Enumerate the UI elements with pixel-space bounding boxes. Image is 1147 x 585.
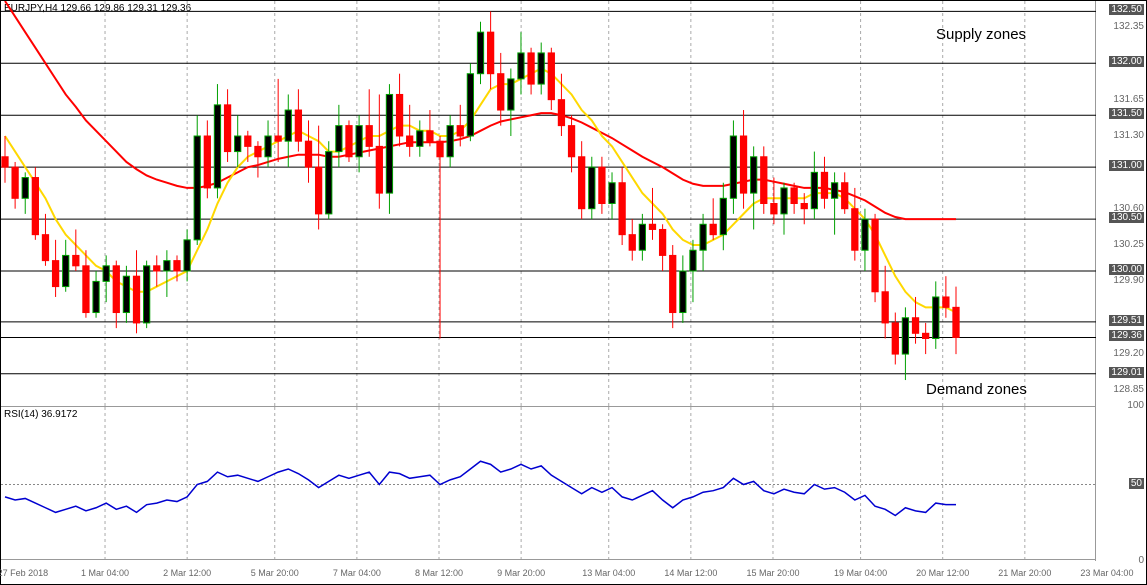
y-axis-rsi: 050100 <box>1094 406 1146 561</box>
rsi-panel[interactable] <box>1 406 1096 561</box>
y-tick: 129.90 <box>1096 275 1144 286</box>
x-tick: 9 Mar 20:00 <box>497 568 545 578</box>
rsi-tick: 50 <box>1129 478 1144 489</box>
y-tick-level: 131.50 <box>1109 108 1144 119</box>
y-tick: 131.30 <box>1096 130 1144 141</box>
x-tick: 19 Mar 04:00 <box>834 568 887 578</box>
annotation-text: Demand zones <box>926 381 1027 398</box>
y-tick-level: 132.00 <box>1109 56 1144 67</box>
y-tick: 128.85 <box>1096 384 1144 395</box>
x-tick: 14 Mar 12:00 <box>664 568 717 578</box>
x-tick: 7 Mar 04:00 <box>333 568 381 578</box>
rsi-canvas <box>1 407 1096 562</box>
y-tick-level: 131.00 <box>1109 160 1144 171</box>
y-tick-level: 130.00 <box>1109 264 1144 275</box>
annotation-text: Supply zones <box>936 26 1026 43</box>
x-tick: 5 Mar 20:00 <box>251 568 299 578</box>
y-tick: 129.20 <box>1096 348 1144 359</box>
y-tick: 131.65 <box>1096 94 1144 105</box>
rsi-tick: 0 <box>1096 555 1144 566</box>
rsi-title: RSI(14) 36.9172 <box>4 409 77 420</box>
x-tick: 23 Mar 04:00 <box>1080 568 1133 578</box>
x-tick: 1 Mar 04:00 <box>81 568 129 578</box>
y-axis-price: 132.35131.65131.30130.60130.25129.90129.… <box>1094 1 1146 406</box>
price-panel[interactable]: Supply zones Demand zones <box>1 1 1096 406</box>
y-tick: 132.35 <box>1096 21 1144 32</box>
x-tick: 20 Mar 12:00 <box>916 568 969 578</box>
y-tick-level: 129.01 <box>1109 367 1144 378</box>
x-tick: 15 Mar 20:00 <box>746 568 799 578</box>
y-tick-level: 130.50 <box>1109 212 1144 223</box>
y-tick-level: 132.50 <box>1109 4 1144 15</box>
x-tick: 8 Mar 12:00 <box>415 568 463 578</box>
time-axis: 27 Feb 2018 1 Mar 04:00 2 Mar 12:00 5 Mar 2… <box>1 559 1096 584</box>
chart-container: EURJPY,H4 129.66 129.86 129.31 129.36 Su… <box>0 0 1147 585</box>
x-tick: 13 Mar 04:00 <box>582 568 635 578</box>
x-tick: 2 Mar 12:00 <box>163 568 211 578</box>
price-canvas <box>1 1 1096 406</box>
rsi-tick: 100 <box>1096 400 1144 411</box>
y-tick: 130.25 <box>1096 239 1144 250</box>
x-tick: 27 Feb 2018 <box>0 568 48 578</box>
y-tick-level: 129.36 <box>1109 330 1144 341</box>
x-tick: 21 Mar 20:00 <box>998 568 1051 578</box>
y-tick-level: 129.51 <box>1109 315 1144 326</box>
